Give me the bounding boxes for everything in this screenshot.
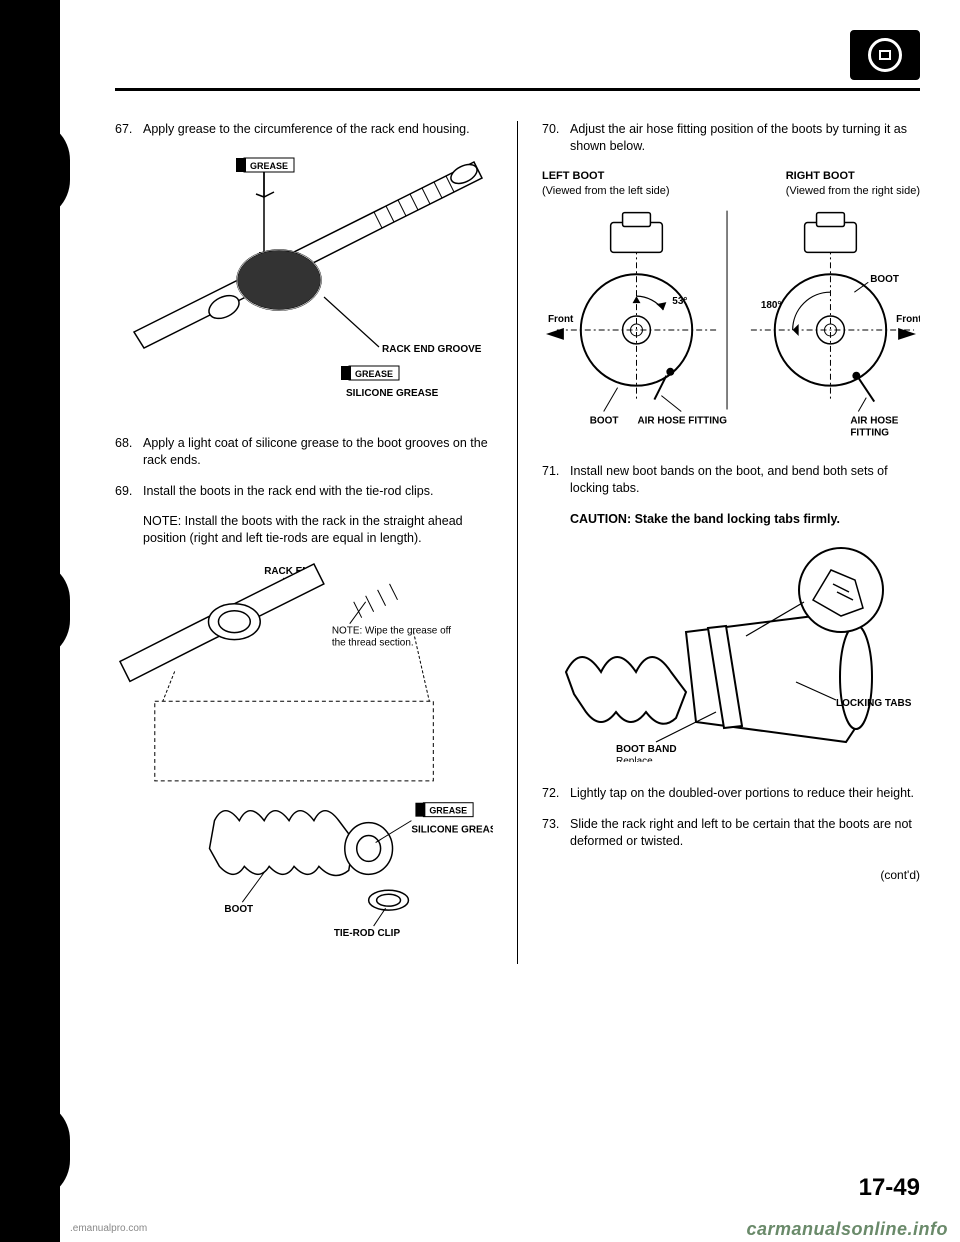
section-icon-ring [868,38,902,72]
left-column: 67. Apply grease to the circumference of… [115,121,493,964]
site-watermark: carmanualsonline.info [746,1219,948,1240]
step-text: Lightly tap on the doubled-over portions… [570,785,920,802]
step-text: Adjust the air hose fitting position of … [570,121,920,155]
step-number: 68. [115,435,143,469]
svg-text:SILICONE GREASE: SILICONE GREASE [411,825,493,836]
svg-text:LOCKING TABS: LOCKING TABS [836,698,912,709]
step-73: 73. Slide the rack right and left to be … [542,816,920,850]
left-boot-title: LEFT BOOT [542,170,604,182]
svg-text:Front: Front [896,314,920,325]
right-column: 70. Adjust the air hose fitting position… [542,121,920,964]
source-watermark: .emanualpro.com [70,1223,147,1234]
right-boot-title: RIGHT BOOT [786,170,855,182]
svg-text:NOTE: Wipe the grease off: NOTE: Wipe the grease off [332,626,451,637]
step-text: Slide the rack right and left to be cert… [570,816,920,850]
svg-text:AIR HOSE: AIR HOSE [850,416,898,427]
step-text: Install new boot bands on the boot, and … [570,463,920,497]
figure-boot-orientation: 53° Front BOOT AIR HOSE FITTING [542,210,920,445]
svg-text:the thread section.: the thread section. [332,638,414,649]
svg-text:SILICONE GREASE: SILICONE GREASE [346,388,439,399]
rack-housing-svg: GREASE [124,152,484,412]
step-67: 67. Apply grease to the circumference of… [115,121,493,138]
page-header [115,30,920,91]
step-text: Install the boots in the rack end with t… [143,483,493,500]
svg-text:RACK END GROOVE: RACK END GROOVE [382,344,482,355]
svg-text:GREASE: GREASE [429,806,467,816]
step-number: 73. [542,816,570,850]
step-number: 70. [542,121,570,155]
binder-tab [0,560,70,660]
svg-text:GREASE: GREASE [355,369,393,379]
step-72: 72. Lightly tap on the doubled-over port… [542,785,920,802]
step-number: 69. [115,483,143,500]
boot-views-header: LEFT BOOT (Viewed from the left side) RI… [542,169,920,199]
boot-orientation-svg: 53° Front BOOT AIR HOSE FITTING [542,210,920,440]
svg-text:Front: Front [548,314,574,325]
binder-tab [0,1100,70,1200]
step-text: Apply a light coat of silicone grease to… [143,435,493,469]
right-boot-sub: (Viewed from the right side) [786,185,920,197]
page-number: 17-49 [859,1174,920,1202]
svg-text:BOOT: BOOT [870,275,899,286]
svg-text:53°: 53° [672,297,687,308]
step-71: 71. Install new boot bands on the boot, … [542,463,920,497]
svg-text:TIE-ROD CLIP: TIE-ROD CLIP [334,928,401,939]
svg-text:GREASE: GREASE [250,161,288,171]
left-boot-label: LEFT BOOT (Viewed from the left side) [542,169,670,199]
svg-text:BOOT BAND: BOOT BAND [616,744,677,755]
step-number: 71. [542,463,570,497]
svg-text:BOOT: BOOT [590,416,619,427]
svg-text:AIR HOSE FITTING: AIR HOSE FITTING [637,416,727,427]
figure-rack-end-housing: GREASE [115,152,493,417]
figure-boot-install: RACK END [115,561,493,946]
figure-boot-band: BOOT BAND Replace. LOCKING TABS [542,542,920,767]
right-boot-label: RIGHT BOOT (Viewed from the right side) [786,169,920,199]
step-70: 70. Adjust the air hose fitting position… [542,121,920,155]
left-boot-sub: (Viewed from the left side) [542,185,670,197]
boot-band-svg: BOOT BAND Replace. LOCKING TABS [546,542,916,762]
svg-text:180°: 180° [761,301,782,312]
step-68: 68. Apply a light coat of silicone greas… [115,435,493,469]
caution-line: CAUTION: Stake the band locking tabs fir… [570,511,920,528]
section-icon-core [879,50,891,60]
svg-text:BOOT: BOOT [224,904,253,915]
step-69: 69. Install the boots in the rack end wi… [115,483,493,500]
boot-install-svg: RACK END [115,561,493,941]
section-icon [850,30,920,80]
svg-text:Replace.: Replace. [616,756,655,762]
column-divider [517,121,518,964]
caution-text: Stake the band locking tabs firmly. [631,512,840,526]
caution-label: CAUTION: [570,512,631,526]
step-text: Apply grease to the circumference of the… [143,121,493,138]
step-number: 67. [115,121,143,138]
step-number: 72. [542,785,570,802]
svg-text:FITTING: FITTING [850,428,889,439]
manual-page: 67. Apply grease to the circumference of… [75,10,950,1222]
note-69: NOTE: Install the boots with the rack in… [143,513,493,547]
two-column-layout: 67. Apply grease to the circumference of… [115,121,920,964]
binder-tab [0,120,70,220]
contd-label: (cont'd) [542,867,920,883]
